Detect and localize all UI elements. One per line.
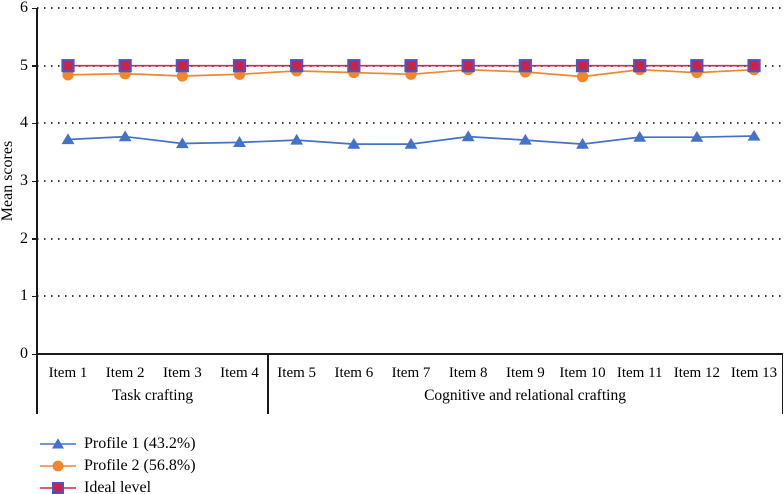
legend-item-profile-2: Profile 2 (56.8%) [40,455,196,477]
triangle-marker [518,133,532,145]
plot-area [37,7,783,354]
y-tick-label-2: 2 [20,229,28,247]
triangle-marker [747,129,761,141]
square-marker [347,59,361,73]
circle-marker [576,71,589,83]
square-marker [633,59,647,73]
x-tick-label-item-9: Item 9 [505,365,545,381]
x-tick-label-item-2: Item 2 [105,365,145,381]
x-tick-label-item-5: Item 5 [277,365,317,381]
square-marker [118,59,132,73]
y-tick-label-6: 6 [20,0,28,16]
triangle-marker [290,133,304,145]
square-marker [61,59,75,73]
data-series-plot [61,59,761,149]
y-tick-label-1: 1 [20,287,28,305]
group-label-cognitive-relational-crafting: Cognitive and relational crafting [424,387,626,404]
triangle-marker [576,137,589,149]
legend-label: Ideal level [84,479,152,494]
category-group-divider [267,355,269,414]
square-marker [290,59,304,73]
square-marker [461,59,475,73]
group-label-task-crafting: Task crafting [111,387,194,404]
triangle-marker [347,137,361,149]
legend-marker-triangle-icon [40,438,76,449]
square-marker [175,59,189,73]
y-tick-mark [32,122,37,125]
x-axis-line [36,353,783,355]
y-tick-label-4: 4 [20,114,28,132]
triangle-marker [61,133,75,145]
square-marker [690,59,704,73]
x-tick-label-item-12: Item 12 [673,365,720,381]
y-tick-mark [32,295,37,298]
legend-item-profile-1: Profile 1 (43.2%) [40,433,196,455]
legend-label: Profile 2 (56.8%) [84,457,196,474]
legend: Profile 1 (43.2%) Profile 2 (56.8%) Idea… [40,433,196,494]
y-tick-label-0: 0 [20,345,28,362]
y-tick-mark [32,353,37,355]
x-tick-label-item-4: Item 4 [220,365,259,381]
x-tick-label-item-11: Item 11 [616,365,663,381]
triangle-marker [404,137,418,149]
y-tick-mark [32,65,37,67]
legend-marker-square-icon [40,482,76,494]
y-tick-mark [32,238,37,240]
triangle-marker [118,130,132,142]
x-tick-label-item-10: Item 10 [559,365,606,381]
x-tick-label-item-13: Item 13 [730,365,778,381]
legend-label: Profile 1 (43.2%) [84,435,196,452]
legend-item-ideal-level: Ideal level [40,477,196,494]
y-tick-label-3: 3 [20,172,28,189]
square-marker [518,59,532,73]
square-marker [404,59,418,73]
category-box-right-border [781,355,783,414]
circle-marker [176,70,188,82]
y-axis-line [36,8,38,414]
gridline-y3 [37,180,783,182]
triangle-marker [633,130,647,142]
gridline-y1 [37,295,783,298]
x-tick-label-item-3: Item 3 [162,365,202,381]
gridline-y2 [37,237,783,240]
triangle-marker [175,137,189,149]
y-tick-mark [32,180,37,182]
x-tick-label-item-1: Item 1 [48,365,88,381]
triangle-marker [690,130,704,142]
legend-marker-circle-icon [40,460,76,472]
x-tick-label-item-6: Item 6 [334,365,374,381]
x-tick-label-item-7: Item 7 [391,365,431,381]
y-tick-mark [32,7,37,9]
gridline-y6 [37,7,783,9]
square-marker [575,59,590,73]
category-box-left-border [36,355,38,414]
x-tick-label-item-8: Item 8 [448,365,488,381]
gridline-y4 [37,122,783,125]
square-marker [747,59,761,73]
square-marker [232,59,247,73]
triangle-marker [461,130,475,142]
triangle-marker [233,136,246,147]
y-tick-label-5: 5 [20,56,28,74]
